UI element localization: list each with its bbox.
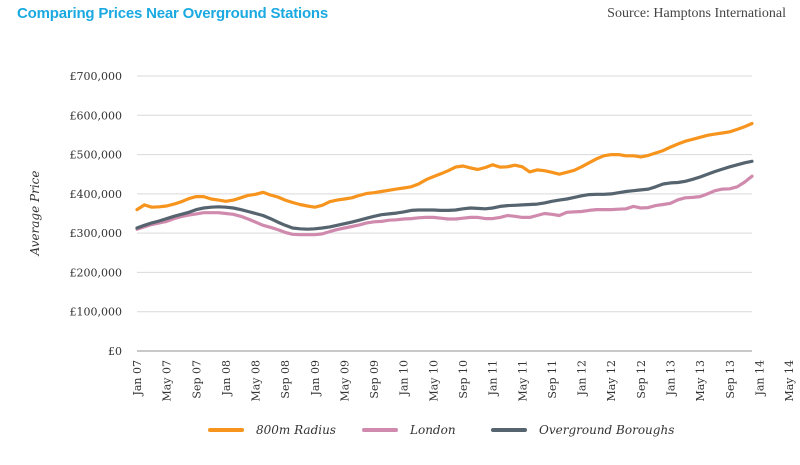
x-tick-label: Jan 09 bbox=[309, 360, 322, 397]
y-tick-label: £400,000 bbox=[70, 188, 123, 201]
y-tick-label: £600,000 bbox=[70, 109, 123, 122]
legend-label: London bbox=[410, 423, 456, 437]
x-tick-label: Sep 12 bbox=[635, 360, 648, 399]
x-tick-label: Jan 10 bbox=[398, 360, 411, 397]
series-line-overground-boroughs bbox=[135, 159, 754, 231]
legend-item-overground-boroughs: Overground Boroughs bbox=[491, 423, 674, 437]
series-line-london bbox=[135, 174, 754, 237]
y-tick-label: £300,000 bbox=[70, 227, 123, 240]
x-tick-label: Jan 11 bbox=[487, 360, 500, 397]
y-axis-label: Average Price bbox=[28, 170, 42, 256]
x-tick-label: Jan 12 bbox=[576, 360, 589, 397]
x-tick-label: Sep 09 bbox=[368, 360, 381, 399]
legend-item-800m-radius: 800m Radius bbox=[208, 423, 336, 437]
gridlines bbox=[137, 75, 752, 352]
y-tick-label: £0 bbox=[108, 345, 122, 358]
legend-label: Overground Boroughs bbox=[539, 423, 675, 437]
y-axis-ticks: £0 £100,000 £200,000 £300,000 £400,000 £500,0… bbox=[70, 70, 123, 358]
x-tick-label: Jan 13 bbox=[664, 360, 677, 397]
legend-swatch-800m-radius bbox=[208, 428, 244, 432]
x-tick-label: May 11 bbox=[516, 360, 529, 402]
y-tick-label: £700,000 bbox=[70, 70, 123, 83]
x-tick-label: May 08 bbox=[250, 360, 263, 402]
y-tick-label: £100,000 bbox=[70, 306, 123, 319]
x-tick-label: Sep 13 bbox=[724, 360, 737, 399]
x-tick-label: Sep 10 bbox=[457, 360, 470, 399]
x-axis-ticks: Jan 07 May 07 Sep 07 Jan 08 May 08 Sep 08 Jan … bbox=[131, 360, 796, 402]
x-tick-label: May 07 bbox=[161, 360, 174, 402]
legend-label: 800m Radius bbox=[256, 423, 336, 437]
y-tick-label: £200,000 bbox=[70, 266, 123, 279]
x-tick-label: Jan 14 bbox=[753, 360, 766, 397]
y-tick-label: £500,000 bbox=[70, 149, 123, 162]
series-lines bbox=[135, 121, 754, 237]
chart-title: Comparing Prices Near Overground Station… bbox=[17, 5, 329, 22]
x-tick-label: May 12 bbox=[605, 360, 618, 402]
legend-item-london: London bbox=[362, 423, 456, 437]
x-tick-label: Sep 11 bbox=[546, 360, 559, 399]
x-tick-label: Sep 07 bbox=[190, 360, 203, 399]
x-tick-label: May 13 bbox=[694, 360, 707, 402]
x-tick-label: May 10 bbox=[427, 360, 440, 402]
source-label: Source: Hamptons International bbox=[607, 6, 786, 21]
x-tick-label: May 14 bbox=[783, 360, 796, 402]
x-tick-label: Jan 07 bbox=[131, 360, 144, 397]
x-tick-label: Jan 08 bbox=[220, 360, 233, 397]
x-tick-label: May 09 bbox=[338, 360, 351, 402]
legend-swatch-overground-boroughs bbox=[491, 428, 527, 432]
series-line-800m-radius bbox=[135, 121, 754, 212]
legend-swatch-london bbox=[362, 428, 398, 432]
x-tick-label: Sep 08 bbox=[279, 360, 292, 399]
